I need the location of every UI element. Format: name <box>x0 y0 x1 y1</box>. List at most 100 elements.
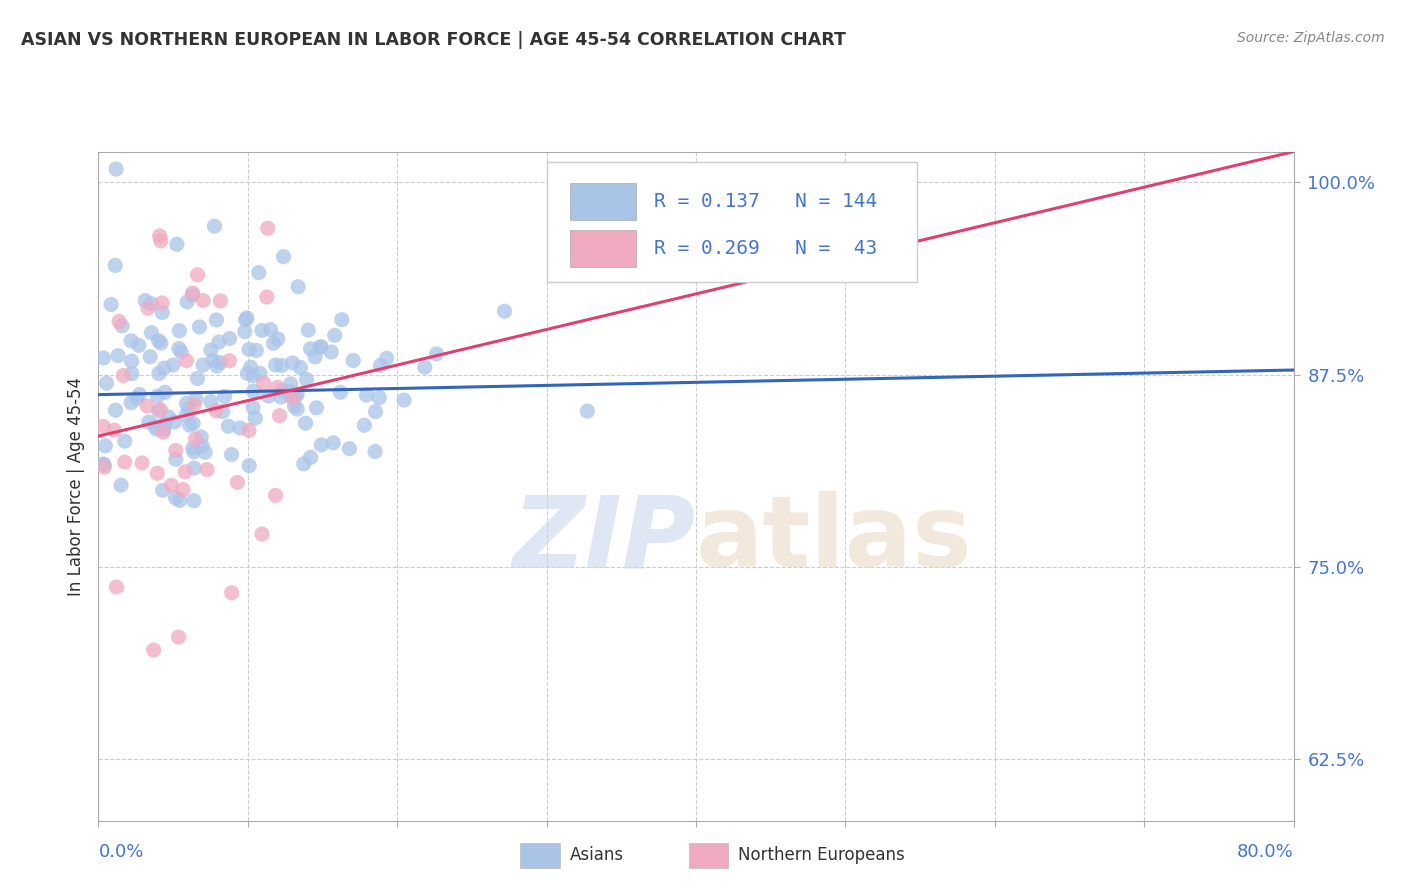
Point <box>125 392 148 406</box>
Point <box>214 389 236 403</box>
Point <box>209 356 232 370</box>
Point <box>229 421 252 435</box>
Point <box>330 312 353 326</box>
Point <box>342 353 364 368</box>
Point <box>266 380 288 394</box>
Point <box>194 445 217 459</box>
Point <box>181 417 204 431</box>
Point <box>218 331 240 345</box>
Point <box>148 404 170 418</box>
Y-axis label: In Labor Force | Age 45-54: In Labor Force | Age 45-54 <box>66 376 84 596</box>
Point <box>149 234 172 248</box>
Point <box>209 293 232 308</box>
FancyBboxPatch shape <box>571 230 636 267</box>
Point <box>211 404 233 418</box>
Point <box>181 285 204 300</box>
Point <box>250 527 273 541</box>
Point <box>281 391 304 405</box>
Point <box>238 343 260 357</box>
Point <box>184 432 207 446</box>
Point <box>142 643 165 657</box>
Point <box>245 411 267 425</box>
Point <box>235 313 257 327</box>
Point <box>103 423 125 437</box>
Point <box>186 371 208 385</box>
Point <box>311 438 333 452</box>
Point <box>174 465 197 479</box>
Point <box>239 360 262 375</box>
Point <box>153 423 176 437</box>
Point <box>96 376 118 391</box>
Text: 0.0%: 0.0% <box>98 843 143 861</box>
Point <box>181 441 204 455</box>
Point <box>167 630 190 644</box>
Point <box>121 354 143 368</box>
Point <box>165 452 187 467</box>
Point <box>285 402 308 417</box>
Point <box>172 483 194 497</box>
Point <box>284 388 307 402</box>
Point <box>145 422 167 436</box>
Point <box>146 467 169 481</box>
Point <box>93 460 115 475</box>
Point <box>283 399 305 413</box>
Point <box>321 345 343 359</box>
Point <box>221 586 243 600</box>
Point <box>271 384 294 398</box>
Point <box>259 322 281 336</box>
Point <box>375 351 398 366</box>
Point <box>339 442 361 456</box>
Point <box>191 439 214 453</box>
Point <box>150 296 173 310</box>
Point <box>294 416 316 430</box>
Point <box>152 483 174 498</box>
Point <box>148 334 170 348</box>
Point <box>217 419 239 434</box>
FancyBboxPatch shape <box>571 184 636 220</box>
Point <box>242 401 264 415</box>
Point <box>104 259 127 273</box>
Point <box>494 304 516 318</box>
Point <box>174 409 197 423</box>
Point <box>208 334 231 349</box>
Point <box>297 323 319 337</box>
Point <box>153 361 176 376</box>
Point <box>104 403 127 417</box>
Point <box>108 314 131 328</box>
Point <box>281 356 304 370</box>
Point <box>299 450 322 465</box>
Point <box>242 384 264 399</box>
Point <box>264 488 287 502</box>
Point <box>169 324 191 338</box>
Point <box>93 351 115 365</box>
Point <box>253 376 276 391</box>
Point <box>179 418 201 433</box>
Point <box>183 493 205 508</box>
Text: 80.0%: 80.0% <box>1237 843 1294 861</box>
Point <box>184 392 207 406</box>
Point <box>245 343 267 358</box>
Point <box>148 367 170 381</box>
Point <box>309 340 332 354</box>
Point <box>114 455 136 469</box>
Point <box>94 439 117 453</box>
Point <box>136 399 159 413</box>
Point <box>200 343 222 357</box>
Text: ASIAN VS NORTHERN EUROPEAN IN LABOR FORCE | AGE 45-54 CORRELATION CHART: ASIAN VS NORTHERN EUROPEAN IN LABOR FORC… <box>21 31 846 49</box>
Point <box>267 332 290 346</box>
Point <box>152 425 174 440</box>
Point <box>143 419 166 434</box>
Point <box>181 288 204 302</box>
Point <box>322 435 344 450</box>
Point <box>238 458 260 473</box>
Point <box>270 359 292 373</box>
Point <box>120 395 142 409</box>
Point <box>270 390 292 404</box>
Point <box>356 388 378 402</box>
Point <box>128 387 150 401</box>
Point <box>160 478 183 492</box>
Point <box>221 448 243 462</box>
Point <box>218 353 240 368</box>
Point <box>111 318 134 333</box>
Point <box>100 297 122 311</box>
